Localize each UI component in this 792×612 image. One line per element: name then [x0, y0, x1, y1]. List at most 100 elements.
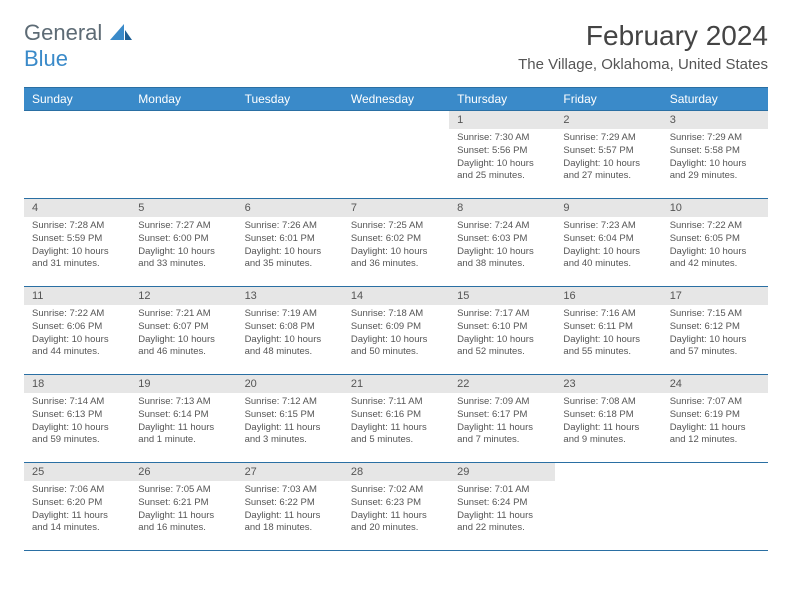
sunset-text: Sunset: 6:16 PM: [351, 409, 441, 422]
day-details: Sunrise: 7:13 AMSunset: 6:14 PMDaylight:…: [130, 393, 236, 453]
sunset-text: Sunset: 6:23 PM: [351, 497, 441, 510]
sunset-text: Sunset: 6:22 PM: [245, 497, 335, 510]
day-number: 14: [343, 287, 449, 305]
daylight-text: Daylight: 11 hours and 20 minutes.: [351, 510, 441, 536]
calendar-day-cell: 11Sunrise: 7:22 AMSunset: 6:06 PMDayligh…: [24, 287, 130, 375]
calendar-day-cell: 13Sunrise: 7:19 AMSunset: 6:08 PMDayligh…: [237, 287, 343, 375]
day-number: 13: [237, 287, 343, 305]
day-number: 21: [343, 375, 449, 393]
daylight-text: Daylight: 10 hours and 46 minutes.: [138, 334, 228, 360]
sunset-text: Sunset: 5:56 PM: [457, 145, 547, 158]
calendar-day-cell: [24, 111, 130, 199]
sunrise-text: Sunrise: 7:19 AM: [245, 308, 335, 321]
sunset-text: Sunset: 6:07 PM: [138, 321, 228, 334]
location-label: The Village, Oklahoma, United States: [518, 56, 768, 73]
day-number: 26: [130, 463, 236, 481]
calendar-day-cell: 22Sunrise: 7:09 AMSunset: 6:17 PMDayligh…: [449, 375, 555, 463]
calendar-day-cell: 17Sunrise: 7:15 AMSunset: 6:12 PMDayligh…: [662, 287, 768, 375]
calendar-day-cell: 21Sunrise: 7:11 AMSunset: 6:16 PMDayligh…: [343, 375, 449, 463]
daylight-text: Daylight: 10 hours and 29 minutes.: [670, 158, 760, 184]
weekday-header: Thursday: [449, 88, 555, 111]
calendar-day-cell: [662, 463, 768, 551]
sunrise-text: Sunrise: 7:13 AM: [138, 396, 228, 409]
day-details: Sunrise: 7:02 AMSunset: 6:23 PMDaylight:…: [343, 481, 449, 541]
calendar-day-cell: 15Sunrise: 7:17 AMSunset: 6:10 PMDayligh…: [449, 287, 555, 375]
daylight-text: Daylight: 10 hours and 44 minutes.: [32, 334, 122, 360]
day-details: Sunrise: 7:05 AMSunset: 6:21 PMDaylight:…: [130, 481, 236, 541]
calendar-day-cell: 6Sunrise: 7:26 AMSunset: 6:01 PMDaylight…: [237, 199, 343, 287]
weekday-header: Monday: [130, 88, 236, 111]
daylight-text: Daylight: 10 hours and 38 minutes.: [457, 246, 547, 272]
day-details: Sunrise: 7:22 AMSunset: 6:05 PMDaylight:…: [662, 217, 768, 277]
sunrise-text: Sunrise: 7:26 AM: [245, 220, 335, 233]
day-details: Sunrise: 7:16 AMSunset: 6:11 PMDaylight:…: [555, 305, 661, 365]
weekday-header: Tuesday: [237, 88, 343, 111]
day-number: 12: [130, 287, 236, 305]
calendar-week-row: 18Sunrise: 7:14 AMSunset: 6:13 PMDayligh…: [24, 375, 768, 463]
sunset-text: Sunset: 5:57 PM: [563, 145, 653, 158]
daylight-text: Daylight: 10 hours and 27 minutes.: [563, 158, 653, 184]
sunrise-text: Sunrise: 7:22 AM: [32, 308, 122, 321]
weekday-header: Saturday: [662, 88, 768, 111]
day-number: 27: [237, 463, 343, 481]
daylight-text: Daylight: 10 hours and 33 minutes.: [138, 246, 228, 272]
daylight-text: Daylight: 11 hours and 3 minutes.: [245, 422, 335, 448]
sunrise-text: Sunrise: 7:16 AM: [563, 308, 653, 321]
sunrise-text: Sunrise: 7:06 AM: [32, 484, 122, 497]
sunset-text: Sunset: 6:15 PM: [245, 409, 335, 422]
sunset-text: Sunset: 6:13 PM: [32, 409, 122, 422]
day-details: Sunrise: 7:03 AMSunset: 6:22 PMDaylight:…: [237, 481, 343, 541]
daylight-text: Daylight: 11 hours and 9 minutes.: [563, 422, 653, 448]
sunrise-text: Sunrise: 7:23 AM: [563, 220, 653, 233]
sunset-text: Sunset: 6:11 PM: [563, 321, 653, 334]
calendar-day-cell: 3Sunrise: 7:29 AMSunset: 5:58 PMDaylight…: [662, 111, 768, 199]
calendar-day-cell: [237, 111, 343, 199]
calendar-day-cell: 27Sunrise: 7:03 AMSunset: 6:22 PMDayligh…: [237, 463, 343, 551]
sunrise-text: Sunrise: 7:24 AM: [457, 220, 547, 233]
sunset-text: Sunset: 6:01 PM: [245, 233, 335, 246]
logo-text-blue: Blue: [24, 46, 68, 71]
day-details: Sunrise: 7:19 AMSunset: 6:08 PMDaylight:…: [237, 305, 343, 365]
daylight-text: Daylight: 10 hours and 35 minutes.: [245, 246, 335, 272]
daylight-text: Daylight: 10 hours and 40 minutes.: [563, 246, 653, 272]
title-block: February 2024 The Village, Oklahoma, Uni…: [518, 20, 768, 73]
calendar-day-cell: [130, 111, 236, 199]
calendar-day-cell: 10Sunrise: 7:22 AMSunset: 6:05 PMDayligh…: [662, 199, 768, 287]
sunset-text: Sunset: 6:04 PM: [563, 233, 653, 246]
calendar-day-cell: 25Sunrise: 7:06 AMSunset: 6:20 PMDayligh…: [24, 463, 130, 551]
calendar-page: General Blue February 2024 The Village, …: [0, 0, 792, 571]
weekday-header: Sunday: [24, 88, 130, 111]
daylight-text: Daylight: 11 hours and 18 minutes.: [245, 510, 335, 536]
sunset-text: Sunset: 6:03 PM: [457, 233, 547, 246]
daylight-text: Daylight: 10 hours and 59 minutes.: [32, 422, 122, 448]
day-number: 4: [24, 199, 130, 217]
sunset-text: Sunset: 6:08 PM: [245, 321, 335, 334]
sunrise-text: Sunrise: 7:28 AM: [32, 220, 122, 233]
day-number: 2: [555, 111, 661, 129]
day-number: 8: [449, 199, 555, 217]
weekday-header: Wednesday: [343, 88, 449, 111]
calendar-day-cell: 23Sunrise: 7:08 AMSunset: 6:18 PMDayligh…: [555, 375, 661, 463]
day-number: 17: [662, 287, 768, 305]
day-number: 10: [662, 199, 768, 217]
calendar-day-cell: 9 Sunrise: 7:23 AMSunset: 6:04 PMDaylight…: [555, 199, 661, 287]
day-details: Sunrise: 7:27 AMSunset: 6:00 PMDaylight:…: [130, 217, 236, 277]
day-details: Sunrise: 7:17 AMSunset: 6:10 PMDaylight:…: [449, 305, 555, 365]
day-details: Sunrise: 7:24 AMSunset: 6:03 PMDaylight:…: [449, 217, 555, 277]
sunset-text: Sunset: 6:02 PM: [351, 233, 441, 246]
calendar-day-cell: 2Sunrise: 7:29 AMSunset: 5:57 PMDaylight…: [555, 111, 661, 199]
sunset-text: Sunset: 6:21 PM: [138, 497, 228, 510]
day-details: Sunrise: 7:06 AMSunset: 6:20 PMDaylight:…: [24, 481, 130, 541]
sunrise-text: Sunrise: 7:02 AM: [351, 484, 441, 497]
calendar-day-cell: [343, 111, 449, 199]
sunset-text: Sunset: 6:09 PM: [351, 321, 441, 334]
daylight-text: Daylight: 11 hours and 1 minute.: [138, 422, 228, 448]
day-number: 9: [555, 199, 661, 217]
calendar-day-cell: [555, 463, 661, 551]
day-details: Sunrise: 7:29 AMSunset: 5:58 PMDaylight:…: [662, 129, 768, 189]
logo-sail-icon: [110, 20, 132, 45]
sunrise-text: Sunrise: 7:01 AM: [457, 484, 547, 497]
day-number: 7: [343, 199, 449, 217]
calendar-day-cell: 20Sunrise: 7:12 AMSunset: 6:15 PMDayligh…: [237, 375, 343, 463]
sunset-text: Sunset: 5:58 PM: [670, 145, 760, 158]
